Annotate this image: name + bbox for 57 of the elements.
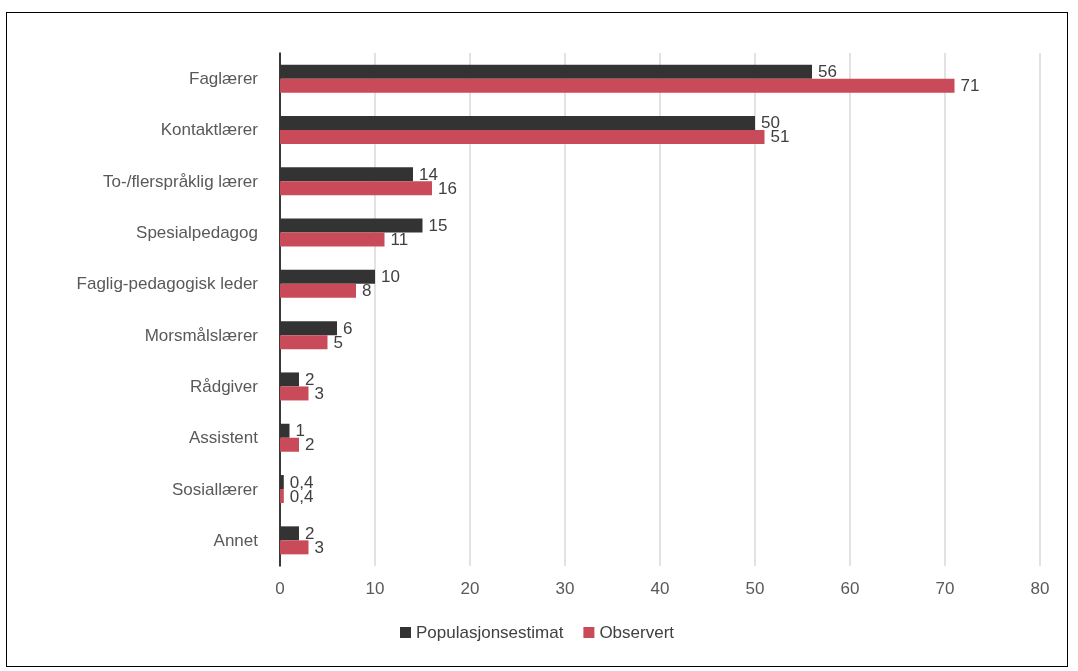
data-label: 6 xyxy=(343,318,353,338)
bar xyxy=(280,181,432,196)
x-tick-label: 20 xyxy=(460,579,480,598)
bar xyxy=(280,167,413,182)
legend-label: Populasjonsestimat xyxy=(415,623,564,642)
bar xyxy=(280,283,356,298)
x-tick-label: 0 xyxy=(275,579,285,598)
data-label: 8 xyxy=(362,281,372,301)
x-tick-label: 50 xyxy=(745,579,765,598)
data-label: 71 xyxy=(960,76,980,96)
data-label: 5 xyxy=(333,332,343,352)
bar xyxy=(280,540,309,555)
data-label: 2 xyxy=(305,435,315,455)
data-label: 56 xyxy=(818,62,837,82)
bar xyxy=(280,64,812,79)
x-tick-label: 60 xyxy=(840,579,860,598)
y-tick-label: Assistent xyxy=(189,428,259,448)
bar xyxy=(280,321,337,336)
bar xyxy=(280,475,284,490)
bar xyxy=(280,129,765,144)
bar xyxy=(280,489,284,504)
bar xyxy=(280,269,375,284)
x-tick-label: 10 xyxy=(365,579,385,598)
x-tick-label: 40 xyxy=(650,579,670,598)
data-label: 15 xyxy=(428,216,448,236)
y-tick-label: Rådgiver xyxy=(189,376,259,396)
y-tick-label: Morsmålslærer xyxy=(144,325,259,345)
data-label: 11 xyxy=(390,230,409,250)
x-tick-label: 30 xyxy=(555,579,575,598)
y-tick-label: Annet xyxy=(213,530,259,550)
y-tick-label: Faglærer xyxy=(189,69,259,89)
bar xyxy=(280,115,755,130)
y-tick-label: Sosiallærer xyxy=(172,479,259,499)
x-tick-label: 70 xyxy=(935,579,955,598)
y-tick-label: Faglig-pedagogisk leder xyxy=(76,274,259,294)
bar xyxy=(280,386,309,401)
bar xyxy=(280,78,955,93)
bar xyxy=(280,218,423,233)
data-label: 10 xyxy=(381,267,400,287)
y-tick-label: To-/flerspråklig lærer xyxy=(103,171,259,191)
bar xyxy=(280,423,290,438)
data-label: 2 xyxy=(305,523,315,543)
data-label: 1 xyxy=(295,421,305,441)
data-label: 3 xyxy=(314,537,324,557)
data-label: 14 xyxy=(419,164,438,184)
bar xyxy=(280,526,299,541)
legend-label: Observert xyxy=(599,623,675,642)
data-label: 16 xyxy=(438,178,457,198)
bar xyxy=(280,232,385,247)
y-tick-label: Spesialpedagog xyxy=(136,223,258,243)
data-label: 3 xyxy=(314,383,324,403)
bar xyxy=(280,437,299,452)
bar xyxy=(280,335,328,350)
data-label: 2 xyxy=(305,369,315,389)
bar xyxy=(280,372,299,387)
x-tick-label: 80 xyxy=(1030,579,1050,598)
y-tick-label: Kontaktlærer xyxy=(160,120,259,140)
